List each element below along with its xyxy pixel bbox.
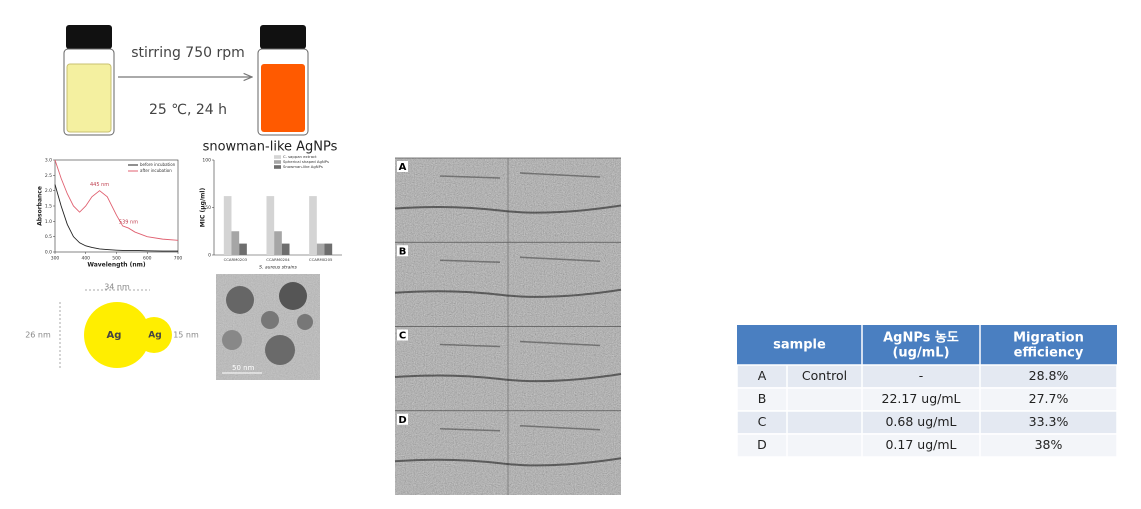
scratch bbox=[394, 204, 622, 214]
scratch bbox=[439, 340, 601, 348]
header-cell: (ug/mL) bbox=[892, 346, 949, 361]
table-cell: 33.3% bbox=[1029, 414, 1069, 429]
table-cell: C bbox=[758, 414, 767, 429]
table-cell: A bbox=[758, 368, 767, 383]
legend-swatch bbox=[274, 165, 281, 169]
microscopy-image: A B C D bbox=[394, 157, 622, 495]
particle-label: Ag bbox=[107, 330, 122, 341]
panel-label: B bbox=[399, 246, 407, 257]
table-cell: 38% bbox=[1035, 437, 1063, 452]
x-tick-label: CCARM0204 bbox=[266, 257, 290, 262]
legend-label: Spherical shaped AgNPs bbox=[283, 159, 329, 164]
scratch bbox=[394, 288, 622, 298]
y-tick-label: 50 bbox=[205, 205, 211, 211]
x-tick-label: 600 bbox=[143, 256, 152, 262]
table-header bbox=[737, 325, 1117, 365]
particle-label: Ag bbox=[148, 331, 161, 341]
scheme-conditions: 25 ℃, 24 h bbox=[149, 102, 227, 118]
y-tick-label: 1.5 bbox=[45, 204, 52, 210]
x-axis-label: Wavelength (nm) bbox=[87, 262, 146, 269]
x-tick-label: 500 bbox=[112, 256, 121, 262]
vial-yellow bbox=[63, 25, 115, 136]
table-cell: 28.8% bbox=[1029, 368, 1069, 383]
chart-title: snowman-like AgNPs bbox=[203, 140, 338, 155]
bar bbox=[324, 243, 333, 255]
y-tick-label: 2.5 bbox=[45, 173, 52, 179]
size-label: 34 nm bbox=[104, 283, 130, 292]
bar bbox=[274, 231, 282, 255]
spectrum-line bbox=[54, 184, 178, 252]
panel-label-bg bbox=[397, 413, 408, 425]
table-cell: 0.68 ug/mL bbox=[885, 414, 956, 429]
bar bbox=[316, 243, 325, 255]
x-tick-label: 700 bbox=[174, 256, 183, 262]
legend-label: before incubation bbox=[140, 162, 176, 167]
bar bbox=[223, 196, 232, 255]
size-label: 15 nm bbox=[173, 331, 199, 340]
scratch bbox=[394, 457, 622, 467]
legend-label: C. sappan extract bbox=[283, 154, 317, 159]
bar bbox=[281, 243, 290, 255]
scratch bbox=[439, 256, 601, 263]
y-tick-label: 3.0 bbox=[45, 158, 52, 164]
size-label: 26 nm bbox=[25, 331, 51, 340]
x-tick-label: CCARM0205 bbox=[309, 257, 333, 262]
y-tick-label: 2.0 bbox=[45, 188, 52, 194]
header-cell: AgNPs 농도 bbox=[883, 331, 959, 346]
x-axis-label: S. aureus strains bbox=[259, 265, 297, 271]
scale-label: 50 nm bbox=[232, 364, 255, 372]
vial-orange bbox=[257, 25, 309, 136]
header-cell: Migration bbox=[1013, 331, 1084, 346]
table-cell: 22.17 ug/mL bbox=[882, 391, 961, 406]
x-tick-label: CCARM0203 bbox=[224, 257, 248, 262]
bar bbox=[266, 196, 275, 255]
legend-label: Snowman-like AgNPs bbox=[283, 164, 323, 169]
table-cell: Control bbox=[802, 368, 847, 383]
table-cell: 27.7% bbox=[1029, 391, 1069, 406]
y-tick-label: 0 bbox=[208, 253, 211, 259]
bar bbox=[309, 196, 317, 255]
y-tick-label: 1.0 bbox=[45, 219, 52, 225]
table-row bbox=[736, 433, 1118, 458]
bar bbox=[231, 231, 240, 255]
panel-label: D bbox=[398, 415, 406, 426]
y-axis-label: Absorbance bbox=[37, 186, 44, 226]
annotation: 539 nm bbox=[119, 220, 138, 226]
x-tick-label: 300 bbox=[51, 256, 60, 262]
y-tick-label: 0.0 bbox=[45, 250, 52, 256]
scratch bbox=[394, 373, 622, 383]
panel-label: C bbox=[399, 331, 406, 342]
spectrum-line bbox=[54, 159, 179, 241]
header-cell: sample bbox=[773, 338, 826, 353]
scheme-step: stirring 750 rpm bbox=[131, 45, 245, 61]
bar bbox=[239, 243, 247, 255]
table-cell: 0.17 ug/mL bbox=[885, 437, 956, 452]
y-tick-label: 100 bbox=[202, 158, 211, 164]
tem-image bbox=[216, 274, 320, 380]
particle-diagram bbox=[59, 289, 172, 368]
legend-label: after incubation bbox=[140, 168, 172, 173]
table-cell: D bbox=[757, 437, 767, 452]
panel-label-bg bbox=[397, 329, 408, 341]
annotation: 445 nm bbox=[90, 182, 109, 188]
x-tick-label: 400 bbox=[81, 256, 90, 262]
scratch bbox=[439, 425, 601, 432]
table-cell: - bbox=[919, 368, 924, 383]
scratch bbox=[439, 172, 601, 179]
y-axis-label: MIC (μg/ml) bbox=[200, 188, 207, 228]
panel-label: A bbox=[399, 162, 407, 173]
y-tick-label: 0.5 bbox=[45, 234, 52, 240]
table-cell: B bbox=[758, 391, 767, 406]
panel-label-bg bbox=[397, 161, 408, 172]
legend-swatch bbox=[274, 160, 281, 164]
panel-label-bg bbox=[397, 245, 408, 257]
legend-swatch bbox=[274, 155, 281, 159]
header-cell: efficiency bbox=[1014, 346, 1084, 361]
